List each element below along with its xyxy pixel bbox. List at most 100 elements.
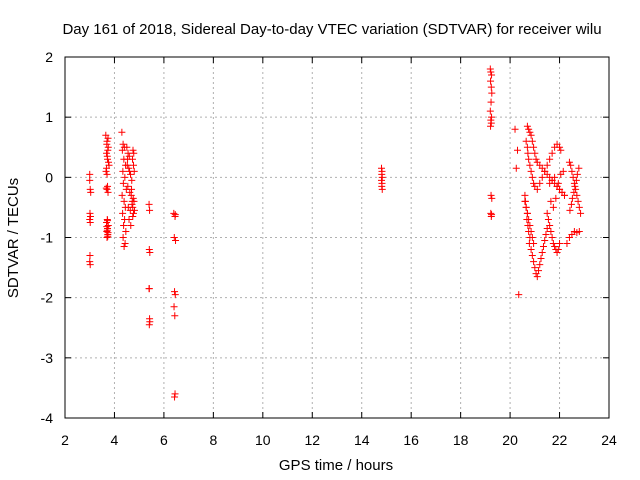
data-point — [125, 152, 133, 160]
data-point — [488, 113, 496, 121]
data-point — [128, 185, 136, 193]
data-point — [572, 185, 580, 193]
y-tick-label: 0 — [45, 169, 53, 185]
data-point — [549, 240, 557, 248]
data-point — [129, 203, 137, 211]
data-point — [553, 249, 561, 257]
data-point — [120, 197, 128, 205]
data-point — [123, 143, 131, 151]
chart-title: Day 161 of 2018, Sidereal Day-to-day VTE… — [62, 21, 601, 38]
data-point — [528, 137, 536, 145]
data-point — [130, 149, 138, 157]
data-point — [531, 149, 539, 157]
data-point — [170, 303, 178, 311]
data-point — [530, 143, 538, 151]
data-point — [566, 206, 574, 214]
x-tick-label: 24 — [601, 432, 617, 448]
data-point — [87, 188, 95, 196]
data-point — [547, 227, 555, 235]
data-point — [532, 155, 540, 163]
data-point — [575, 164, 583, 172]
data-point — [124, 182, 132, 190]
data-point — [145, 285, 153, 293]
x-tick-label: 4 — [111, 432, 119, 448]
data-points — [86, 65, 585, 401]
data-point — [525, 215, 533, 223]
data-point — [487, 83, 495, 91]
data-point — [119, 234, 127, 241]
data-point — [129, 194, 137, 202]
data-point — [526, 161, 534, 169]
data-point — [170, 234, 178, 241]
data-point — [547, 197, 555, 205]
data-point — [556, 143, 564, 151]
data-point — [104, 134, 112, 142]
y-tick-label: -4 — [41, 410, 54, 426]
data-point — [525, 125, 533, 133]
data-point — [103, 164, 111, 172]
data-point — [129, 146, 137, 154]
data-point — [86, 261, 94, 269]
data-point — [171, 288, 179, 296]
data-point — [523, 209, 531, 217]
data-point — [533, 185, 541, 193]
data-point — [487, 191, 495, 199]
x-tick-label: 20 — [502, 432, 518, 448]
data-point — [554, 246, 562, 254]
data-point — [129, 212, 137, 220]
data-point — [521, 191, 529, 199]
data-point — [573, 191, 581, 199]
x-axis: 2 4 6 8 10 12 14 16 18 20 22 24 — [61, 57, 617, 448]
data-point — [119, 209, 127, 217]
data-point — [528, 252, 536, 260]
data-point — [170, 209, 178, 217]
data-point — [546, 155, 554, 163]
data-point — [569, 173, 577, 181]
x-tick-label: 8 — [209, 432, 217, 448]
data-point — [125, 215, 133, 223]
data-point — [129, 155, 137, 163]
data-point — [102, 184, 110, 192]
data-point — [86, 218, 94, 226]
data-point — [121, 240, 129, 248]
data-point — [104, 232, 112, 240]
data-point — [567, 161, 575, 169]
data-point — [123, 161, 131, 169]
data-point — [119, 140, 127, 148]
data-point — [567, 200, 575, 208]
x-axis-label: GPS time / hours — [279, 457, 393, 474]
data-point — [549, 203, 557, 211]
data-point — [104, 146, 112, 154]
data-point — [103, 170, 111, 178]
data-point — [537, 255, 545, 263]
data-point — [125, 164, 133, 172]
data-point — [544, 215, 552, 223]
data-point — [574, 197, 582, 205]
data-point — [527, 167, 535, 175]
data-point — [86, 170, 94, 178]
x-tick-label: 12 — [304, 432, 320, 448]
data-point — [568, 167, 576, 175]
data-point — [487, 122, 495, 130]
data-point — [523, 143, 531, 151]
data-point — [541, 237, 549, 245]
data-point — [119, 167, 127, 175]
data-point — [120, 221, 128, 229]
data-point — [118, 191, 126, 199]
data-point — [570, 188, 578, 196]
x-tick-label: 14 — [354, 432, 370, 448]
data-point — [522, 137, 530, 145]
data-point — [378, 173, 386, 181]
data-point — [86, 212, 94, 220]
data-point — [526, 221, 534, 229]
data-point — [527, 131, 535, 139]
data-point — [130, 197, 138, 205]
data-point — [145, 200, 153, 208]
data-point — [105, 158, 113, 166]
data-point — [565, 158, 573, 166]
data-point — [487, 77, 495, 85]
data-point — [103, 185, 111, 193]
data-point — [543, 161, 551, 169]
data-point — [528, 173, 536, 181]
